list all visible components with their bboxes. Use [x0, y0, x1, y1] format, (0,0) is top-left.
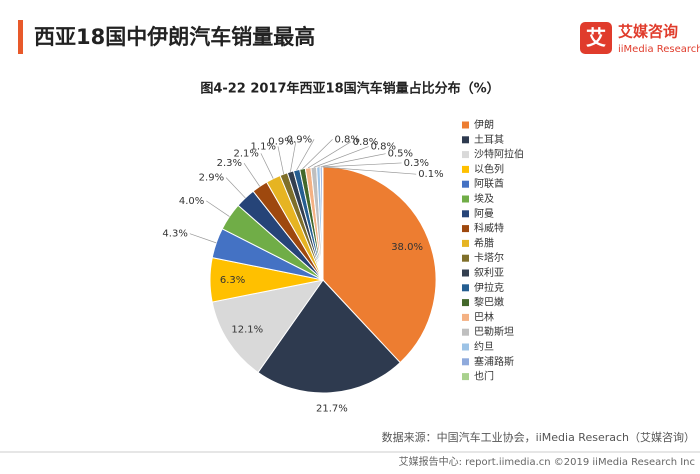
legend-label: 沙特阿拉伯: [474, 148, 524, 161]
leader-line: [225, 177, 246, 199]
legend-swatch: [462, 343, 469, 351]
legend-label: 伊拉克: [474, 281, 504, 294]
legend-swatch: [462, 225, 469, 233]
data-label: 0.3%: [404, 158, 429, 169]
leader-line: [313, 146, 369, 168]
legend-swatch: [462, 254, 469, 262]
data-label: 4.0%: [179, 196, 204, 207]
leader-line: [189, 233, 217, 244]
legend-swatch: [462, 269, 469, 277]
leader-line: [318, 153, 386, 168]
legend-label: 伊朗: [474, 119, 494, 131]
data-label: 12.1%: [231, 324, 263, 335]
legend-swatch: [462, 210, 469, 218]
leader-line: [277, 146, 285, 175]
data-label: 2.9%: [199, 173, 224, 184]
data-label: 0.5%: [388, 149, 413, 160]
legend-swatch: [462, 165, 469, 173]
data-label: 0.9%: [287, 134, 312, 145]
pie-slice: [211, 279, 325, 374]
legend-label: 也门: [474, 370, 494, 383]
data-label: 0.1%: [418, 169, 443, 180]
leader-line: [321, 162, 402, 168]
legend-label: 叙利亚: [474, 266, 504, 279]
chart-title: 图4-22 2017年西亚18国汽车销量占比分布（%）: [200, 81, 499, 97]
data-label: 0.8%: [353, 137, 378, 148]
data-label: 38.0%: [391, 242, 423, 253]
leader-line: [260, 153, 274, 179]
legend-label: 巴林: [474, 310, 494, 323]
pie-slice: [321, 166, 324, 281]
leader-line: [302, 139, 333, 170]
legend-label: 黎巴嫩: [474, 296, 504, 309]
legend-label: 约旦: [474, 340, 494, 353]
legend-label: 阿曼: [474, 208, 494, 220]
title-bar: [18, 20, 23, 54]
legend-swatch: [462, 180, 469, 188]
legend-label: 土耳其: [474, 133, 504, 146]
legend-label: 阿联酋: [474, 177, 504, 190]
legend-swatch: [462, 299, 469, 307]
legend-swatch: [462, 239, 469, 247]
data-label: 1.1%: [251, 141, 276, 152]
leader-line: [322, 166, 417, 175]
legend-swatch: [462, 151, 469, 159]
pie-slice: [257, 279, 401, 394]
legend-swatch: [462, 195, 469, 203]
legend-swatch: [462, 358, 469, 366]
legend-label: 希腊: [474, 236, 494, 249]
pie-slice: [322, 166, 437, 364]
legend-label: 塞浦路斯: [474, 355, 514, 368]
legend-label: 巴勒斯坦: [474, 325, 514, 338]
leader-line: [290, 141, 297, 172]
logo-sub: iiMedia Research: [618, 44, 700, 55]
legend-label: 埃及: [474, 192, 494, 205]
legend-label: 卡塔尔: [474, 251, 504, 264]
data-label: 2.3%: [217, 158, 242, 169]
legend-swatch: [462, 313, 469, 321]
legend-label: 以色列: [474, 162, 504, 175]
footer: 艾媒报告中心: report.iimedia.cn ©2019 iiMedia …: [399, 455, 695, 468]
leader-line: [307, 141, 351, 169]
logo-mark: 艾: [586, 26, 606, 50]
data-label: 4.3%: [162, 229, 187, 240]
source: 数据来源：中国汽车工业协会，iiMedia Reserach（艾媒咨询）: [382, 430, 695, 444]
data-label: 0.8%: [335, 134, 360, 145]
data-label: 6.3%: [220, 275, 245, 286]
logo-icon: [580, 22, 612, 54]
legend-swatch: [462, 121, 469, 129]
leader-line: [296, 139, 315, 171]
leader-line: [243, 162, 261, 187]
legend-swatch: [462, 136, 469, 144]
legend-swatch: [462, 328, 469, 336]
leader-line: [206, 200, 230, 217]
page-title: 西亚18国中伊朗汽车销量最高: [34, 25, 315, 49]
legend-swatch: [462, 373, 469, 381]
logo-name: 艾媒咨询: [618, 23, 678, 41]
data-label: 2.1%: [234, 148, 259, 159]
data-label: 21.7%: [316, 404, 348, 415]
data-label: 0.8%: [371, 142, 396, 153]
data-label: 0.9%: [268, 137, 293, 148]
legend-swatch: [462, 284, 469, 292]
legend-label: 科威特: [474, 222, 504, 235]
